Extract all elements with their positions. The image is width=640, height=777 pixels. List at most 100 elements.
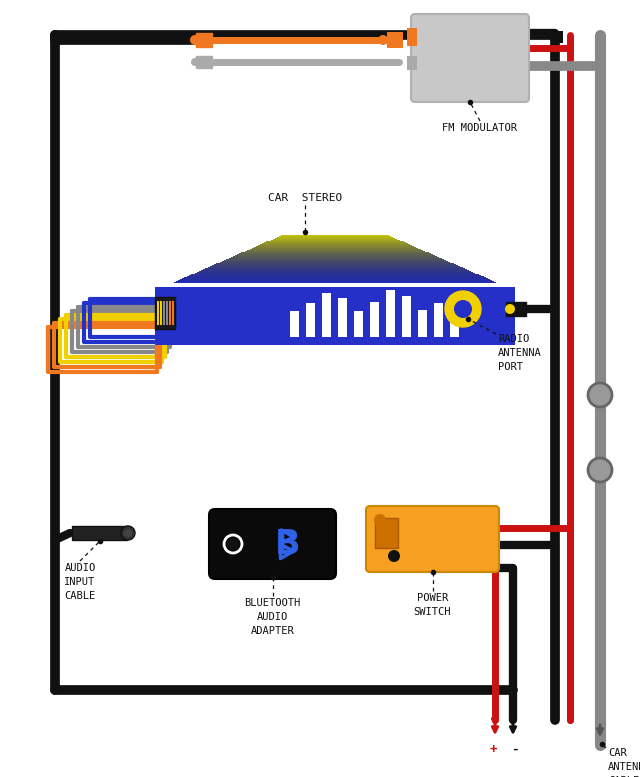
Bar xyxy=(338,298,347,337)
Bar xyxy=(193,274,477,275)
Bar xyxy=(551,31,563,43)
Bar xyxy=(248,249,422,251)
Bar xyxy=(157,289,513,291)
Bar xyxy=(196,56,212,68)
Bar xyxy=(169,301,171,325)
Bar xyxy=(216,263,454,265)
Bar xyxy=(184,277,486,279)
Circle shape xyxy=(445,291,481,327)
Bar xyxy=(245,251,425,252)
Bar xyxy=(191,274,479,276)
FancyBboxPatch shape xyxy=(366,506,499,572)
Text: -: - xyxy=(511,743,519,756)
Bar xyxy=(386,290,395,337)
Bar xyxy=(243,252,427,253)
Bar xyxy=(434,303,443,337)
Bar xyxy=(239,253,431,255)
Polygon shape xyxy=(375,518,398,548)
Text: POWER
SWITCH: POWER SWITCH xyxy=(413,593,451,617)
Bar xyxy=(199,270,471,272)
Text: +: + xyxy=(489,743,497,756)
Bar xyxy=(264,242,406,244)
Bar xyxy=(155,283,515,287)
Bar xyxy=(176,280,494,282)
Circle shape xyxy=(588,458,612,482)
FancyBboxPatch shape xyxy=(411,14,529,102)
Bar xyxy=(204,269,467,270)
Bar xyxy=(256,246,414,247)
Bar xyxy=(354,311,363,337)
Text: AUDIO
INPUT
CABLE: AUDIO INPUT CABLE xyxy=(65,563,95,601)
Text: CAR  STEREO: CAR STEREO xyxy=(268,193,342,203)
Bar xyxy=(273,239,397,240)
Circle shape xyxy=(374,514,386,526)
Bar xyxy=(228,258,442,260)
Bar xyxy=(197,272,473,273)
Bar xyxy=(166,285,504,287)
Bar xyxy=(258,245,412,246)
Bar xyxy=(233,256,437,257)
Circle shape xyxy=(228,539,238,549)
Circle shape xyxy=(388,550,400,562)
Bar xyxy=(279,236,391,237)
Bar xyxy=(155,285,515,345)
Bar xyxy=(195,273,475,274)
Bar xyxy=(506,302,526,316)
Bar xyxy=(275,238,396,239)
Bar xyxy=(212,265,458,267)
Bar xyxy=(172,283,498,284)
Bar xyxy=(277,237,393,239)
Bar xyxy=(235,255,435,256)
Circle shape xyxy=(454,300,472,318)
Bar xyxy=(220,262,450,263)
Bar xyxy=(418,310,427,337)
Bar xyxy=(157,301,159,325)
Bar xyxy=(170,284,500,285)
Bar xyxy=(268,241,402,242)
Bar xyxy=(387,32,403,48)
Bar xyxy=(407,28,417,46)
Bar xyxy=(281,235,389,236)
Bar xyxy=(306,303,315,337)
Circle shape xyxy=(190,35,200,45)
Text: RADIO
ANTENNA
PORT: RADIO ANTENNA PORT xyxy=(498,334,541,372)
Circle shape xyxy=(588,383,612,407)
Bar xyxy=(182,278,488,280)
Bar xyxy=(180,279,490,280)
Bar xyxy=(155,297,175,329)
Text: B: B xyxy=(275,528,300,562)
Bar xyxy=(168,284,502,286)
Bar xyxy=(214,264,456,266)
Bar xyxy=(266,242,404,243)
FancyBboxPatch shape xyxy=(209,509,336,579)
Bar xyxy=(196,33,212,47)
Bar xyxy=(402,297,411,337)
Circle shape xyxy=(191,58,199,66)
Circle shape xyxy=(505,304,515,314)
Text: CAR
ANTENNA
CABLE: CAR ANTENNA CABLE xyxy=(608,748,640,777)
Bar xyxy=(161,287,509,289)
Bar xyxy=(252,248,419,249)
Bar xyxy=(218,263,452,264)
Bar xyxy=(159,288,511,290)
Bar xyxy=(370,301,379,337)
Bar xyxy=(207,267,463,269)
Bar xyxy=(160,301,162,325)
Bar xyxy=(189,275,481,277)
Bar xyxy=(174,282,496,283)
Bar xyxy=(172,301,174,325)
Bar xyxy=(253,247,416,249)
Bar xyxy=(271,239,399,241)
Bar xyxy=(450,295,459,337)
Bar xyxy=(227,259,444,260)
Bar xyxy=(205,268,465,270)
Bar xyxy=(322,293,331,337)
Bar xyxy=(72,526,127,540)
Text: BLUETOOTH
AUDIO
ADAPTER: BLUETOOTH AUDIO ADAPTER xyxy=(244,598,301,636)
Bar xyxy=(201,270,468,271)
Bar xyxy=(241,253,429,254)
Circle shape xyxy=(378,35,388,45)
Circle shape xyxy=(121,526,135,540)
Bar xyxy=(224,260,445,261)
Bar xyxy=(290,311,299,337)
